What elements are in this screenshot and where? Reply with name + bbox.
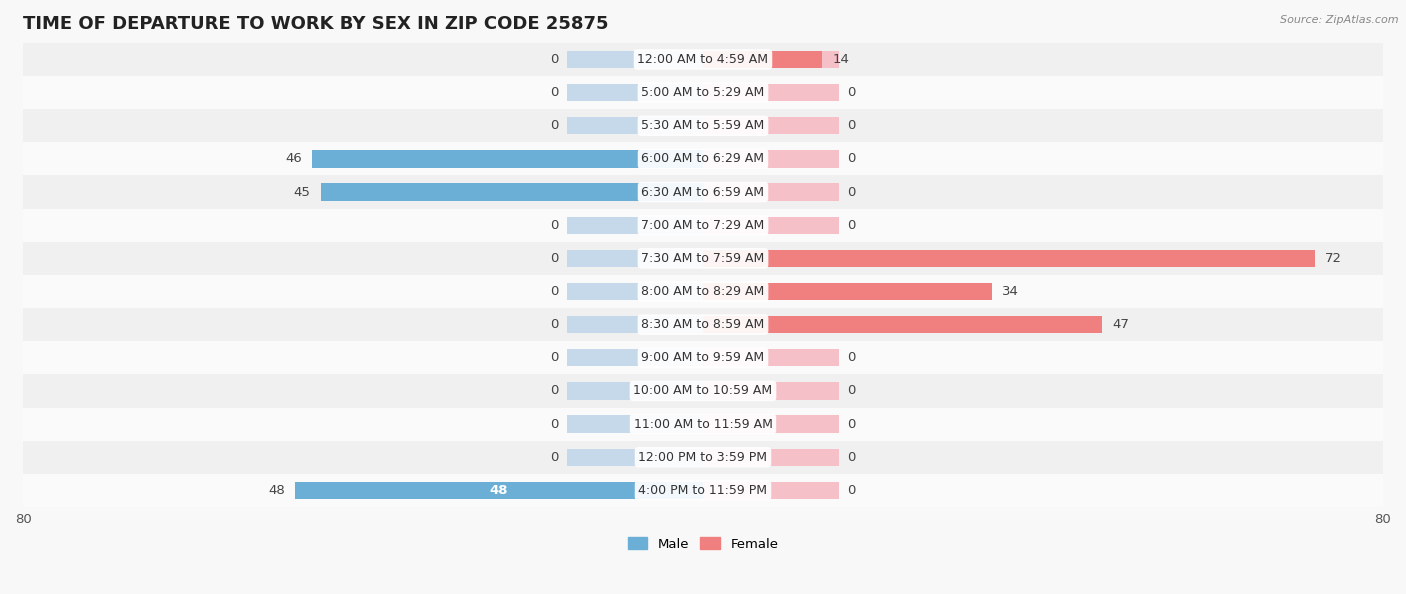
- Bar: [703, 283, 991, 300]
- Text: 8:00 AM to 8:29 AM: 8:00 AM to 8:29 AM: [641, 285, 765, 298]
- Bar: [703, 84, 839, 101]
- Bar: [24, 275, 1382, 308]
- Text: 0: 0: [848, 418, 856, 431]
- Bar: [24, 407, 1382, 441]
- Text: 5:00 AM to 5:29 AM: 5:00 AM to 5:29 AM: [641, 86, 765, 99]
- Text: 0: 0: [848, 153, 856, 165]
- Bar: [703, 51, 823, 68]
- Text: 0: 0: [550, 384, 558, 397]
- Text: 0: 0: [550, 451, 558, 464]
- Bar: [567, 249, 703, 267]
- Bar: [567, 415, 703, 432]
- Bar: [24, 76, 1382, 109]
- Bar: [567, 316, 703, 333]
- Bar: [24, 143, 1382, 175]
- Text: 72: 72: [1324, 252, 1341, 265]
- Text: 4:00 PM to 11:59 PM: 4:00 PM to 11:59 PM: [638, 484, 768, 497]
- Text: 5:30 AM to 5:59 AM: 5:30 AM to 5:59 AM: [641, 119, 765, 132]
- Legend: Male, Female: Male, Female: [623, 532, 783, 556]
- Text: 9:00 AM to 9:59 AM: 9:00 AM to 9:59 AM: [641, 351, 765, 364]
- Text: 0: 0: [550, 252, 558, 265]
- Text: 0: 0: [550, 219, 558, 232]
- Bar: [567, 84, 703, 101]
- Bar: [24, 441, 1382, 474]
- Text: 0: 0: [550, 351, 558, 364]
- Bar: [703, 349, 839, 366]
- Bar: [703, 383, 839, 400]
- Bar: [567, 448, 703, 466]
- Text: 0: 0: [550, 86, 558, 99]
- Text: 12:00 AM to 4:59 AM: 12:00 AM to 4:59 AM: [637, 53, 769, 66]
- Bar: [703, 448, 839, 466]
- Bar: [703, 283, 839, 300]
- Text: 0: 0: [848, 384, 856, 397]
- Text: 10:00 AM to 10:59 AM: 10:00 AM to 10:59 AM: [634, 384, 772, 397]
- Text: 0: 0: [848, 451, 856, 464]
- Text: 0: 0: [550, 53, 558, 66]
- Bar: [567, 217, 703, 234]
- Bar: [24, 341, 1382, 374]
- Text: 0: 0: [848, 351, 856, 364]
- Text: 48: 48: [269, 484, 285, 497]
- Bar: [567, 184, 703, 201]
- Bar: [24, 208, 1382, 242]
- Bar: [703, 150, 839, 168]
- Bar: [567, 383, 703, 400]
- Bar: [703, 316, 1102, 333]
- Bar: [24, 474, 1382, 507]
- Bar: [703, 51, 839, 68]
- Bar: [703, 415, 839, 432]
- Text: 7:30 AM to 7:59 AM: 7:30 AM to 7:59 AM: [641, 252, 765, 265]
- Text: 45: 45: [294, 185, 311, 198]
- Bar: [295, 482, 703, 499]
- Text: 0: 0: [550, 285, 558, 298]
- Text: 12:00 PM to 3:59 PM: 12:00 PM to 3:59 PM: [638, 451, 768, 464]
- Bar: [24, 374, 1382, 407]
- Text: 47: 47: [1112, 318, 1129, 331]
- Bar: [312, 150, 703, 168]
- Bar: [703, 482, 839, 499]
- Bar: [567, 283, 703, 300]
- Bar: [567, 117, 703, 134]
- Bar: [24, 308, 1382, 341]
- Bar: [703, 184, 839, 201]
- Text: 48: 48: [489, 484, 509, 497]
- Text: 0: 0: [848, 484, 856, 497]
- Bar: [24, 43, 1382, 76]
- Text: 0: 0: [848, 86, 856, 99]
- Text: 0: 0: [848, 219, 856, 232]
- Bar: [703, 249, 839, 267]
- Bar: [24, 242, 1382, 275]
- Bar: [567, 51, 703, 68]
- Text: 11:00 AM to 11:59 AM: 11:00 AM to 11:59 AM: [634, 418, 772, 431]
- Text: 8:30 AM to 8:59 AM: 8:30 AM to 8:59 AM: [641, 318, 765, 331]
- Text: 6:00 AM to 6:29 AM: 6:00 AM to 6:29 AM: [641, 153, 765, 165]
- Bar: [24, 175, 1382, 208]
- Text: 0: 0: [550, 318, 558, 331]
- Bar: [321, 184, 703, 201]
- Text: 0: 0: [550, 418, 558, 431]
- Text: Source: ZipAtlas.com: Source: ZipAtlas.com: [1281, 15, 1399, 25]
- Text: TIME OF DEPARTURE TO WORK BY SEX IN ZIP CODE 25875: TIME OF DEPARTURE TO WORK BY SEX IN ZIP …: [24, 15, 609, 33]
- Bar: [703, 249, 1315, 267]
- Text: 14: 14: [832, 53, 849, 66]
- Bar: [567, 150, 703, 168]
- Bar: [703, 117, 839, 134]
- Text: 34: 34: [1002, 285, 1019, 298]
- Text: 0: 0: [848, 119, 856, 132]
- Text: 6:30 AM to 6:59 AM: 6:30 AM to 6:59 AM: [641, 185, 765, 198]
- Text: 7:00 AM to 7:29 AM: 7:00 AM to 7:29 AM: [641, 219, 765, 232]
- Text: 46: 46: [285, 153, 302, 165]
- Bar: [703, 217, 839, 234]
- Bar: [567, 482, 703, 499]
- Bar: [567, 349, 703, 366]
- Text: 0: 0: [848, 185, 856, 198]
- Bar: [24, 109, 1382, 143]
- Bar: [703, 316, 839, 333]
- Text: 0: 0: [550, 119, 558, 132]
